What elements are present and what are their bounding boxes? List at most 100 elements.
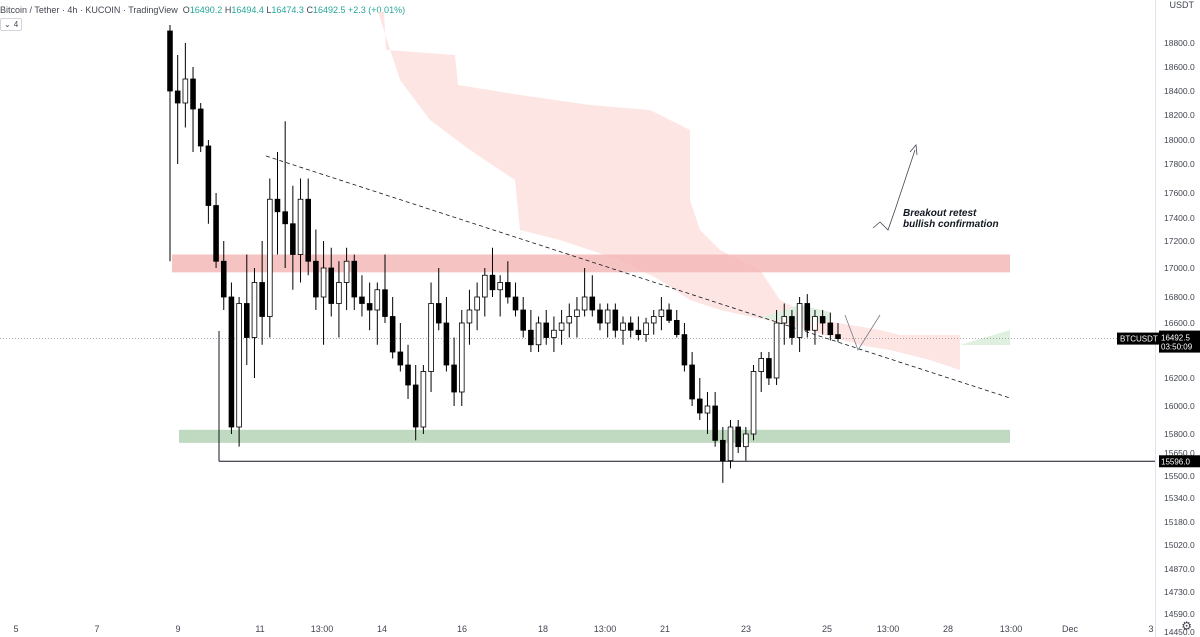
candle-body xyxy=(720,439,726,462)
candle[interactable] xyxy=(282,121,288,268)
candle[interactable] xyxy=(743,427,749,461)
candle[interactable] xyxy=(343,247,350,310)
candle[interactable] xyxy=(505,261,511,304)
candle[interactable] xyxy=(673,310,680,338)
candle[interactable] xyxy=(720,427,726,483)
candle[interactable] xyxy=(666,303,672,324)
candle[interactable] xyxy=(766,352,772,385)
candle[interactable] xyxy=(251,268,258,378)
candle[interactable] xyxy=(213,193,219,268)
candle[interactable] xyxy=(789,310,795,345)
candle[interactable] xyxy=(750,365,757,441)
candle[interactable] xyxy=(474,282,480,331)
candle[interactable] xyxy=(543,310,550,345)
candle[interactable] xyxy=(781,303,788,345)
candle[interactable] xyxy=(704,392,711,434)
candle[interactable] xyxy=(589,275,596,317)
candle[interactable] xyxy=(773,310,780,385)
candle[interactable] xyxy=(405,344,411,399)
candle[interactable] xyxy=(835,323,841,342)
candle[interactable] xyxy=(259,241,265,345)
candle[interactable] xyxy=(520,297,526,338)
candle[interactable] xyxy=(643,317,649,342)
currency-label[interactable]: USDT xyxy=(1169,0,1195,10)
candle-body xyxy=(704,405,711,414)
candle[interactable] xyxy=(727,420,734,469)
candle[interactable] xyxy=(336,261,342,338)
candle[interactable] xyxy=(305,178,311,276)
candle[interactable] xyxy=(297,178,304,283)
candle[interactable] xyxy=(796,297,803,352)
candle[interactable] xyxy=(650,310,657,335)
candle[interactable] xyxy=(174,55,181,164)
candle[interactable] xyxy=(397,323,404,372)
candle[interactable] xyxy=(551,316,557,353)
candle[interactable] xyxy=(597,303,603,331)
x-tick-label: 13:00 xyxy=(877,624,900,634)
candle[interactable] xyxy=(167,25,173,262)
candle[interactable] xyxy=(581,268,588,317)
candle[interactable] xyxy=(274,152,281,255)
candle[interactable] xyxy=(512,282,519,317)
candle[interactable] xyxy=(428,282,434,393)
candle[interactable] xyxy=(328,247,335,317)
candle[interactable] xyxy=(374,282,381,345)
candle[interactable] xyxy=(819,310,826,335)
candle[interactable] xyxy=(735,420,741,453)
candle[interactable] xyxy=(443,297,450,372)
candle[interactable] xyxy=(197,103,204,152)
candle[interactable] xyxy=(351,254,358,311)
candle-body xyxy=(835,334,841,339)
candle[interactable] xyxy=(827,312,834,341)
candle[interactable] xyxy=(635,316,642,341)
collapse-legend-button[interactable]: ⌄ 4 xyxy=(0,18,23,31)
candle-body xyxy=(290,223,296,255)
candle[interactable] xyxy=(558,310,565,345)
candle[interactable] xyxy=(528,310,534,352)
candle[interactable] xyxy=(451,337,457,407)
candle[interactable] xyxy=(420,365,427,434)
candle[interactable] xyxy=(627,316,634,338)
candle[interactable] xyxy=(681,323,688,372)
candle[interactable] xyxy=(566,303,573,338)
y-tick-label: 15500.0 xyxy=(1164,471,1195,481)
candle[interactable] xyxy=(435,268,442,331)
candle[interactable] xyxy=(482,268,488,317)
candle[interactable] xyxy=(758,352,764,392)
candle[interactable] xyxy=(382,254,388,324)
candle[interactable] xyxy=(412,365,419,441)
candle[interactable] xyxy=(458,310,465,406)
candle[interactable] xyxy=(228,282,235,435)
candle[interactable] xyxy=(466,289,473,345)
candle[interactable] xyxy=(658,297,665,331)
candle[interactable] xyxy=(604,303,611,338)
candle[interactable] xyxy=(497,275,503,317)
candle[interactable] xyxy=(804,294,811,338)
candle[interactable] xyxy=(267,178,273,338)
candle[interactable] xyxy=(689,352,695,406)
trendline[interactable] xyxy=(265,155,1011,399)
candle[interactable] xyxy=(190,67,196,152)
candle[interactable] xyxy=(389,297,396,359)
candle[interactable] xyxy=(236,297,242,447)
x-tick-label: 23 xyxy=(741,624,751,634)
candle[interactable] xyxy=(320,241,327,345)
candle[interactable] xyxy=(697,378,703,420)
candle[interactable] xyxy=(489,247,496,297)
candle[interactable] xyxy=(712,392,718,447)
candle[interactable] xyxy=(290,185,296,290)
candle[interactable] xyxy=(366,282,373,331)
candle[interactable] xyxy=(205,140,212,224)
candle[interactable] xyxy=(612,303,619,338)
candle[interactable] xyxy=(182,43,189,128)
candle[interactable] xyxy=(244,254,250,366)
candle[interactable] xyxy=(574,297,580,338)
gear-icon[interactable]: ⚙ xyxy=(1181,619,1192,633)
candle[interactable] xyxy=(620,316,626,345)
candle[interactable] xyxy=(359,275,365,317)
candle[interactable] xyxy=(220,241,227,310)
candle[interactable] xyxy=(535,316,542,353)
candle[interactable] xyxy=(313,229,319,311)
candle[interactable] xyxy=(812,310,818,345)
